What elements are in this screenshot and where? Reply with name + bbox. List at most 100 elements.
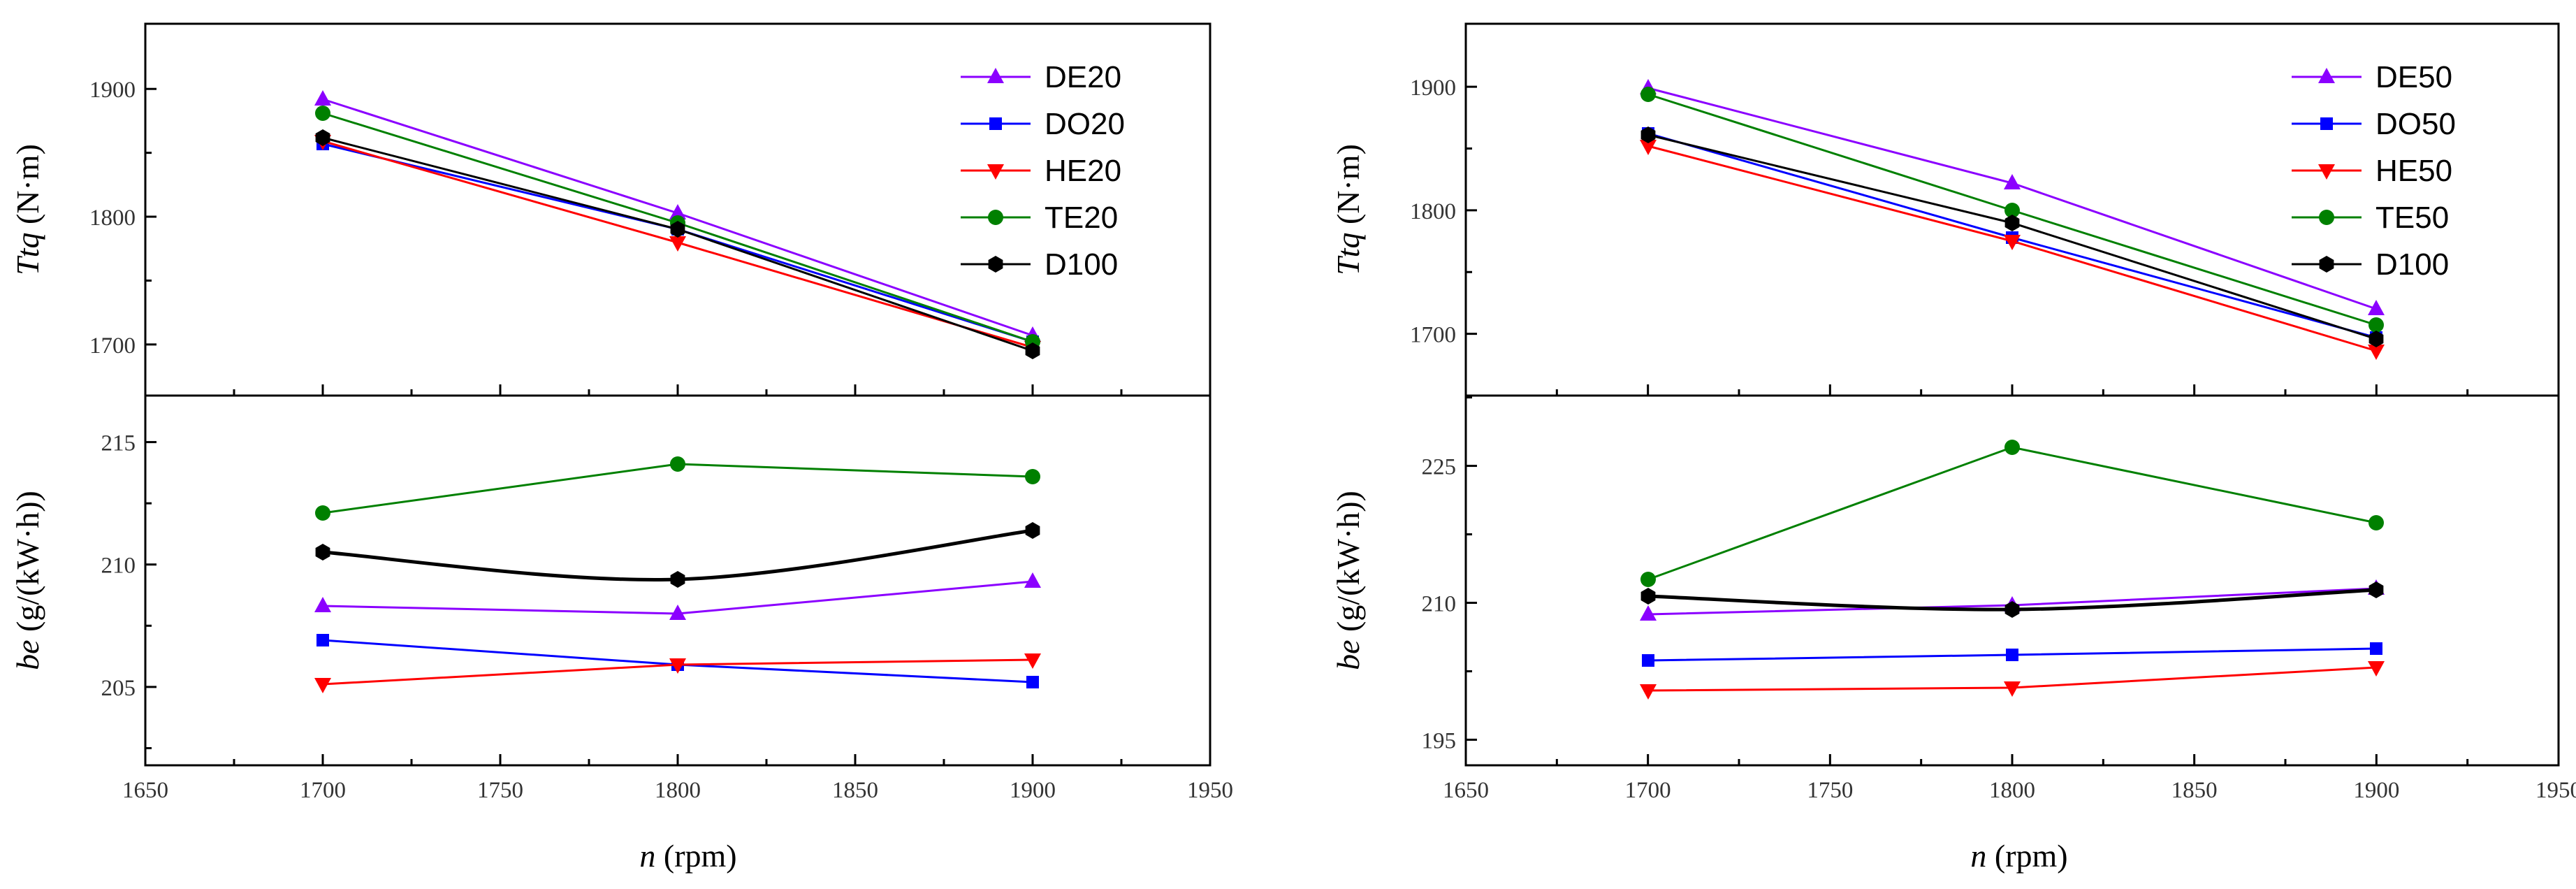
data-point-d100 [670, 571, 685, 588]
data-point-de50 [1640, 605, 1657, 621]
x-tick-label: 1750 [477, 778, 523, 803]
data-point-he20 [314, 678, 331, 693]
x-tick-label: 1750 [1807, 778, 1853, 803]
legend-marker-d100 [988, 256, 1003, 273]
data-point-de20 [669, 204, 686, 219]
data-point-d100 [315, 129, 330, 146]
legend-marker-d100 [2319, 256, 2334, 273]
data-point-d100 [2368, 331, 2384, 347]
data-point-d100 [1025, 522, 1040, 539]
data-point-d100 [2004, 601, 2020, 618]
y-tick-label: 210 [1422, 592, 1457, 617]
data-point-he50 [2004, 681, 2021, 697]
series-line-de50 [1647, 87, 2377, 310]
y-axis-variable: Ttq [1330, 233, 1366, 275]
data-point-d100 [315, 544, 330, 561]
bottom-subplot: 205 210 215 be (g/(kW·h)) [10, 394, 1211, 767]
y-tick-label: 1900 [1410, 75, 1456, 101]
legend-marker-te50 [2319, 210, 2334, 225]
data-point-d100 [2004, 215, 2020, 231]
legend-label-de20: DE20 [1045, 60, 1121, 94]
y-tick-label: 205 [101, 676, 136, 701]
legend-marker-he50 [2318, 164, 2335, 180]
bottom-subplot: 195 210 225 be (g/(kW·h)) [1330, 394, 2560, 767]
y-tick-label: 1700 [89, 333, 136, 359]
x-axis-label: n (rpm) [1970, 838, 2067, 874]
legend-label-he50: HE50 [2375, 154, 2452, 188]
legend-label-te20: TE20 [1045, 201, 1118, 235]
data-point-d100 [2368, 581, 2384, 598]
legend-marker-he20 [987, 164, 1004, 180]
legend-marker-do50 [2320, 117, 2333, 130]
legend-marker-te20 [988, 210, 1003, 225]
legend-label-de50: DE50 [2375, 60, 2452, 94]
bottom-plot-frame [144, 394, 1211, 767]
x-tick-label: 1700 [1625, 778, 1671, 803]
x-tick-label: 1850 [832, 778, 878, 803]
data-point-do50 [2370, 642, 2382, 655]
data-point-te20 [315, 505, 330, 521]
data-point-he20 [669, 236, 686, 252]
data-point-de50 [2368, 300, 2385, 315]
x-tick-label: 1900 [2353, 778, 2399, 803]
top-subplot: 1700 1800 1900 Ttq (N·m) DE50 DO50 HE50 TE50 D10… [1330, 22, 2560, 397]
data-point-he50 [1640, 684, 1657, 700]
data-point-do50 [1642, 654, 1654, 667]
y-axis-unit: (N·m) [10, 144, 45, 232]
y-axis-unit: (g/(kW·h)) [1330, 491, 1366, 639]
data-point-d100 [1025, 342, 1040, 359]
right-panel: 1700 1800 1900 Ttq (N·m) DE50 DO50 HE50 TE50 D10… [1330, 22, 2576, 874]
top-subplot: 1700 1800 1900 Ttq (N·m) DE20 DO20 HE20 TE20 D10… [10, 22, 1211, 397]
y-tick-label: 1900 [89, 78, 136, 103]
data-point-de20 [314, 597, 331, 612]
data-point-te20 [670, 456, 685, 472]
legend-label-do50: DO50 [2375, 107, 2456, 141]
y-axis-variable: Ttq [10, 233, 45, 275]
left-panel: 1700 1800 1900 Ttq (N·m) DE20 DO20 HE20 TE20 D10… [10, 22, 1233, 874]
y-axis-variable: be [10, 639, 45, 670]
data-point-te50 [2368, 317, 2384, 333]
x-tick-label: 1950 [2535, 778, 2576, 803]
y-tick-label: 210 [101, 554, 136, 579]
y-axis-unit: (g/(kW·h)) [10, 491, 45, 639]
legend-label-do20: DO20 [1045, 107, 1125, 141]
x-tick-label: 1650 [1443, 778, 1489, 803]
data-point-de20 [314, 90, 331, 106]
x-axis-variable: n [639, 838, 655, 874]
data-point-te20 [1025, 469, 1040, 484]
data-point-he50 [2004, 235, 2021, 250]
y-tick-label: 1800 [89, 205, 136, 231]
data-point-do50 [2006, 649, 2018, 661]
legend-marker-do20 [989, 117, 1002, 130]
y-tick-label: 225 [1422, 455, 1457, 480]
x-tick-label: 1800 [655, 778, 701, 803]
x-tick-label: 1850 [2171, 778, 2218, 803]
data-point-te50 [2368, 515, 2384, 530]
data-point-do20 [316, 634, 329, 646]
x-axis-unit: (rpm) [1986, 838, 2067, 874]
data-point-te50 [1640, 87, 1656, 102]
data-point-d100 [1640, 588, 1656, 605]
x-tick-label: 1700 [300, 778, 346, 803]
data-point-he20 [669, 658, 686, 674]
data-point-de20 [1024, 572, 1041, 588]
data-point-te50 [2004, 203, 2020, 218]
y-tick-label: 1700 [1410, 323, 1456, 348]
x-tick-label: 1800 [1989, 778, 2035, 803]
data-point-he50 [1640, 140, 1657, 155]
data-point-te50 [1640, 572, 1656, 587]
y-axis-variable: be [1330, 639, 1366, 670]
x-tick-label: 1650 [122, 778, 168, 803]
x-axis-unit: (rpm) [655, 838, 736, 874]
bottom-y-axis-label: be (g/(kW·h)) [10, 491, 45, 670]
series-line-te50 [1647, 446, 2377, 581]
legend-label-d100: D100 [2375, 247, 2449, 282]
data-point-he50 [2368, 661, 2385, 677]
x-tick-label: 1950 [1187, 778, 1233, 803]
y-tick-label: 215 [101, 431, 136, 456]
y-axis-unit: (N·m) [1330, 144, 1366, 232]
data-point-do20 [1026, 676, 1039, 688]
data-point-te50 [2004, 440, 2020, 455]
y-tick-label: 195 [1422, 728, 1457, 753]
